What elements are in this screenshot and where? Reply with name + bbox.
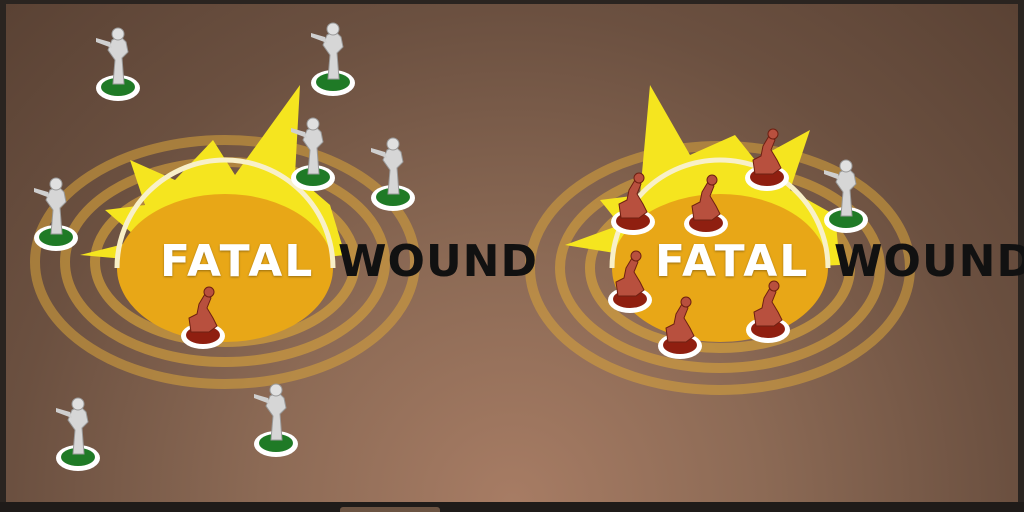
left-fatal-title: FATAL <box>160 236 315 287</box>
right-wound-label: WOUND <box>834 236 1024 287</box>
healthy-unit-icon[interactable] <box>55 397 101 472</box>
bottom-bar <box>0 502 1024 512</box>
healthy-unit-icon[interactable] <box>310 22 356 97</box>
healthy-unit-icon[interactable] <box>253 383 299 458</box>
bottom-notch <box>340 507 440 512</box>
healthy-unit-icon[interactable] <box>95 27 141 102</box>
left-wound-label: WOUND <box>338 236 539 287</box>
left-burst <box>30 85 420 389</box>
healthy-unit-icon[interactable] <box>370 137 416 212</box>
right-fatal-title: FATAL <box>655 236 810 287</box>
